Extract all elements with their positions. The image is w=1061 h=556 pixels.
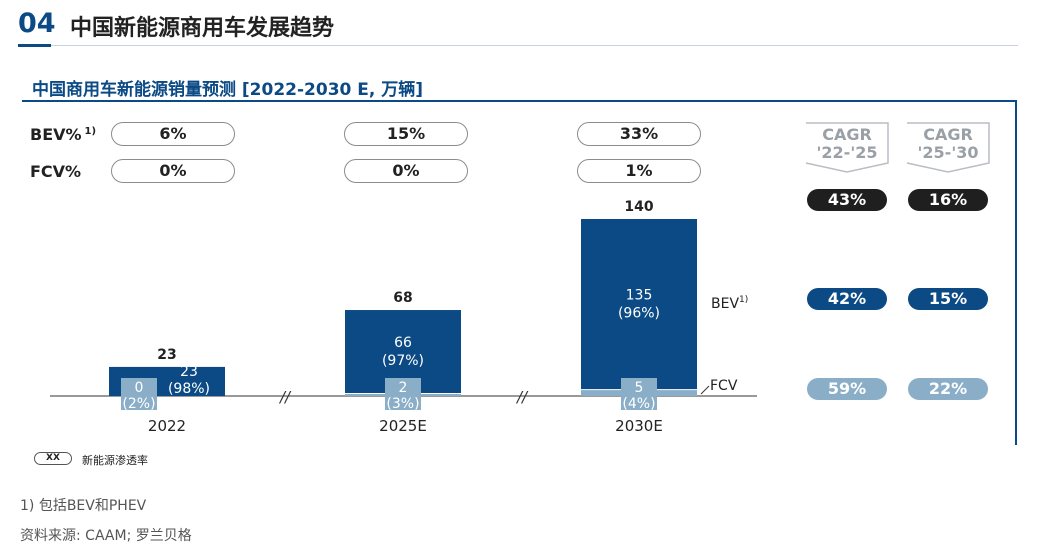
fcv-share-label-2022: (2%) [122, 396, 155, 412]
axis-break-symbol-2: // [515, 388, 529, 406]
bar-bev-2030e [581, 219, 697, 390]
category-label-2030e: 2030E [615, 417, 663, 435]
fcv-share-row-label: FCV% [30, 162, 82, 181]
fcv-label-box-2022 [121, 378, 157, 410]
fcv-label-box-2025e [385, 378, 421, 410]
total-label-2022: 23 [157, 347, 176, 363]
category-label-2022: 2022 [147, 417, 187, 435]
cagr-chevron-2 [906, 122, 990, 173]
header-divider [51, 45, 1018, 46]
legend-chip: XX [34, 452, 72, 465]
section-accent-underline [18, 44, 51, 47]
cagr-header-25-30-line2: '25-'30 [917, 143, 979, 162]
cagr-bev-22-25: 42% [807, 288, 887, 310]
cagr-header-22-25: CAGR '22-'25 [806, 126, 888, 162]
cagr-fcv-22-25: 59% [807, 378, 887, 400]
bev-share-label-2022: (98%) [168, 381, 210, 397]
panel-top-border [22, 100, 1017, 102]
chart-title: 中国商用车新能源销量预测 [2022-2030 E, 万辆] [32, 80, 424, 100]
cagr-header-25-30-line1: CAGR [923, 125, 973, 144]
fcv-value-label-2030e: 5 [635, 380, 644, 396]
cagr-total-22-25: 43% [807, 189, 887, 211]
total-label-2025e: 68 [393, 290, 412, 306]
fcv-share-pill-2025e: 0% [344, 159, 468, 183]
fcv-share-label-2025e: (3%) [386, 396, 419, 412]
section-title: 中国新能源商用车发展趋势 [70, 16, 335, 41]
cagr-header-22-25-line2: '22-'25 [816, 143, 878, 162]
cagr-total-25-30: 16% [908, 189, 988, 211]
series-label-bev: BEV1) [711, 295, 748, 312]
series-label-fcv: FCV [710, 378, 738, 394]
axis-break-symbol-1: // [278, 388, 292, 406]
fcv-share-label-2030e: (4%) [622, 396, 655, 412]
cagr-header-25-30: CAGR '25-'30 [907, 126, 989, 162]
panel-right-border [1015, 100, 1017, 445]
fcv-share-pill-2022: 0% [111, 159, 235, 183]
total-label-2030e: 140 [624, 199, 653, 215]
bev-share-label-2030e: (96%) [618, 305, 660, 321]
cagr-bev-25-30: 15% [908, 288, 988, 310]
bev-value-label-2030e: 135 [626, 287, 653, 303]
series-label-bev-note: 1) [739, 295, 748, 305]
fcv-share-pill-2030e: 1% [577, 159, 701, 183]
legend-description: 新能源渗透率 [82, 454, 148, 467]
series-leader-fcv [700, 385, 710, 395]
bev-share-label-2025e: (97%) [382, 353, 424, 369]
bev-share-row-label: BEV% 1) [30, 125, 97, 144]
fcv-value-label-2025e: 2 [399, 380, 408, 396]
source-note: 资料来源: CAAM; 罗兰贝格 [20, 528, 192, 544]
bev-share-pill-2030e: 33% [577, 122, 701, 146]
section-number: 04 [18, 8, 56, 39]
cagr-header-22-25-line1: CAGR [822, 125, 872, 144]
bev-share-pill-2025e: 15% [344, 122, 468, 146]
bev-share-pill-2022: 6% [111, 122, 235, 146]
fcv-label-box-2030e [621, 378, 657, 410]
category-label-2025e: 2025E [379, 417, 427, 435]
bev-value-label-2025e: 66 [394, 335, 412, 351]
bev-share-footnote-marker: 1) [84, 126, 97, 137]
footnote-1: 1) 包括BEV和PHEV [20, 498, 147, 514]
cagr-chevron-1 [805, 122, 889, 173]
fcv-value-label-2022: 0 [135, 380, 144, 396]
cagr-fcv-25-30: 22% [908, 378, 988, 400]
bev-value-label-2022: 23 [180, 364, 198, 380]
